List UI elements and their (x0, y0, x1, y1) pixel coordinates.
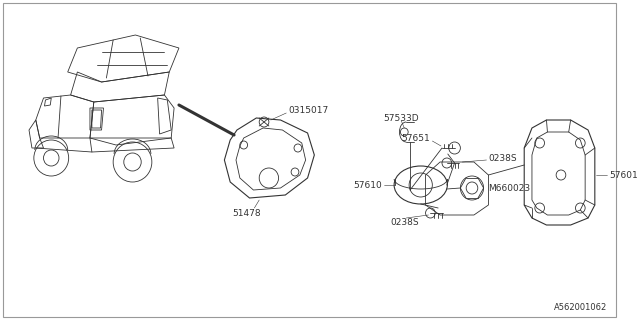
Text: 57610: 57610 (353, 180, 382, 189)
Text: A562001062: A562001062 (554, 303, 607, 313)
Text: 0315017: 0315017 (288, 106, 328, 115)
Text: 57651: 57651 (402, 133, 430, 142)
Text: 57533D: 57533D (383, 114, 419, 123)
Text: 57601: 57601 (609, 171, 638, 180)
Text: 0238S: 0238S (390, 218, 419, 227)
Text: M660023: M660023 (488, 183, 531, 193)
Text: 0238S: 0238S (488, 154, 517, 163)
Text: 51478: 51478 (232, 209, 261, 218)
